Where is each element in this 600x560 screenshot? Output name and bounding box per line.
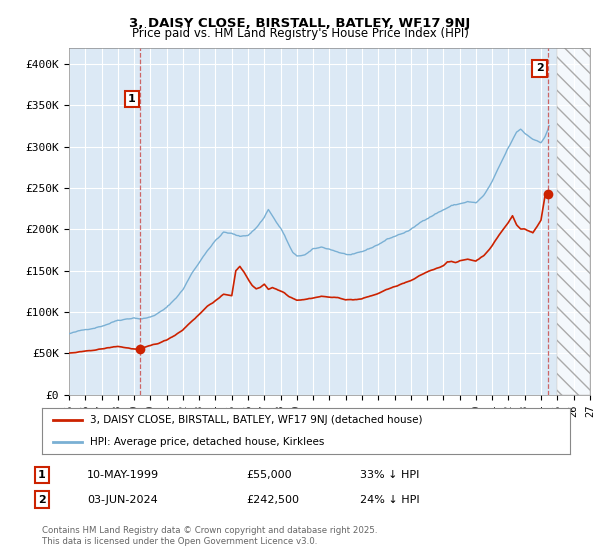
Text: HPI: Average price, detached house, Kirklees: HPI: Average price, detached house, Kirk… [89, 437, 324, 447]
Bar [557, 48, 590, 395]
Text: 24% ↓ HPI: 24% ↓ HPI [360, 494, 419, 505]
Text: 10-MAY-1999: 10-MAY-1999 [87, 470, 159, 480]
Text: 03-JUN-2024: 03-JUN-2024 [87, 494, 158, 505]
Text: £242,500: £242,500 [246, 494, 299, 505]
Text: 1: 1 [128, 94, 136, 104]
Text: 2: 2 [536, 63, 544, 73]
Text: 33% ↓ HPI: 33% ↓ HPI [360, 470, 419, 480]
Text: Price paid vs. HM Land Registry's House Price Index (HPI): Price paid vs. HM Land Registry's House … [131, 27, 469, 40]
Text: 3, DAISY CLOSE, BIRSTALL, BATLEY, WF17 9NJ (detached house): 3, DAISY CLOSE, BIRSTALL, BATLEY, WF17 9… [89, 414, 422, 424]
Bar [557, 48, 590, 395]
Text: 3, DAISY CLOSE, BIRSTALL, BATLEY, WF17 9NJ: 3, DAISY CLOSE, BIRSTALL, BATLEY, WF17 9… [130, 17, 470, 30]
Text: £55,000: £55,000 [246, 470, 292, 480]
Text: Contains HM Land Registry data © Crown copyright and database right 2025.
This d: Contains HM Land Registry data © Crown c… [42, 526, 377, 546]
Text: 2: 2 [38, 494, 46, 505]
Text: 1: 1 [38, 470, 46, 480]
